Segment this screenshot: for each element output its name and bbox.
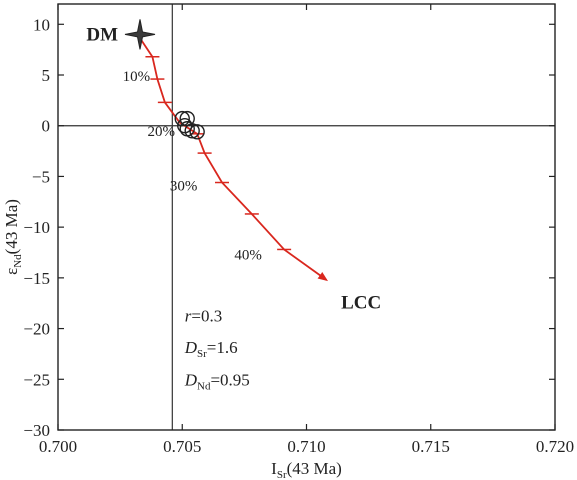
sample-point xyxy=(189,124,205,140)
sample-point xyxy=(174,110,190,127)
y-tick-label: 0 xyxy=(42,117,51,136)
reference-lines xyxy=(58,4,555,430)
mixing-curve-line xyxy=(136,33,329,282)
model-parameter: DSr=1.6 xyxy=(184,338,238,360)
model-parameter: r=0.3 xyxy=(185,306,222,325)
mixing-curve xyxy=(136,33,329,282)
sample-points xyxy=(174,110,205,140)
y-tick-label: −25 xyxy=(23,370,50,389)
y-tick-label: −15 xyxy=(23,269,50,288)
percent-label: 20% xyxy=(147,124,175,140)
y-tick-label: 10 xyxy=(33,15,50,34)
axes: 0.700 0.705 0.710 0.715 0.720 −30 −25 −20 −15 −10… xyxy=(2,4,574,480)
plot-border xyxy=(57,3,556,431)
x-axis-title: ISr(43 Ma) xyxy=(271,459,342,480)
x-tick-label: 0.700 xyxy=(39,437,77,456)
x-tick-label: 0.720 xyxy=(536,437,574,456)
percent-label: 10% xyxy=(123,69,151,85)
y-tick-label: −20 xyxy=(23,320,50,339)
endmember-label-lcc: LCC xyxy=(341,292,381,313)
y-tick-label: −30 xyxy=(23,421,50,440)
y-tick-label: 5 xyxy=(42,66,51,85)
sample-point xyxy=(177,118,193,134)
model-parameters: r=0.3 DSr=1.6 DNd=0.95 xyxy=(184,306,250,392)
dm-star-icon xyxy=(124,19,156,50)
y-tick-label: −10 xyxy=(23,218,50,237)
y-axis-title: εNd(43 Ma) xyxy=(2,199,24,275)
percent-label: 30% xyxy=(170,179,198,195)
y-tick-label: −5 xyxy=(32,167,50,186)
curve-tick-marks xyxy=(145,55,292,251)
sample-point xyxy=(184,123,200,139)
x-tick-label: 0.715 xyxy=(412,437,450,456)
endmember-label-dm: DM xyxy=(86,24,118,45)
x-tick-label: 0.705 xyxy=(163,437,201,456)
percent-label: 40% xyxy=(234,248,262,264)
plot-frame xyxy=(57,3,556,431)
x-tick-label: 0.710 xyxy=(287,437,325,456)
model-parameter: DNd=0.95 xyxy=(184,370,250,392)
dm-star-marker xyxy=(124,19,156,50)
chart-annotations: 10% 20% 30% 40% DM LCC xyxy=(86,24,381,313)
